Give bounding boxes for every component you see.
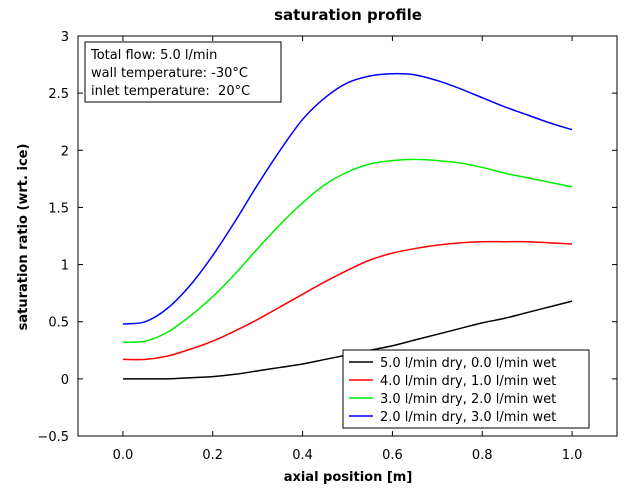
y-tick-label: 3 bbox=[61, 30, 69, 45]
y-axis-label: saturation ratio (wrt. ice) bbox=[16, 144, 31, 331]
legend-label: 4.0 l/min dry, 1.0 l/min wet bbox=[380, 374, 556, 389]
plot-frame bbox=[77, 35, 618, 437]
annotation-frame bbox=[84, 41, 282, 103]
x-tick-label: 0.4 bbox=[292, 448, 313, 463]
y-tick-label: 2.5 bbox=[48, 87, 69, 102]
legend-label: 2.0 l/min dry, 3.0 l/min wet bbox=[380, 410, 556, 425]
series-line-2 bbox=[122, 240, 573, 361]
x-tick-label: 0.2 bbox=[202, 448, 223, 463]
annotation-inlet-temperature: inlet temperature: 20°C bbox=[91, 84, 250, 99]
y-tick-label: 1 bbox=[61, 259, 69, 274]
y-tick-label: 1.5 bbox=[48, 201, 69, 216]
x-axis-label: axial position [m] bbox=[284, 470, 413, 485]
x-tick-label: 1.0 bbox=[562, 448, 583, 463]
y-tick-label: 0 bbox=[61, 373, 69, 388]
legend: 5.0 l/min dry, 0.0 l/min wet 4.0 l/min dr… bbox=[342, 349, 590, 429]
annotation-wall-temperature: wall temperature: -30°C bbox=[91, 66, 248, 81]
series-group bbox=[122, 72, 573, 380]
legend-frame bbox=[342, 349, 590, 429]
annotation-box: Total flow: 5.0 l/min wall temperature: … bbox=[84, 41, 282, 103]
annotation-total-flow: Total flow: 5.0 l/min bbox=[90, 48, 217, 63]
x-tick-label: 0.8 bbox=[472, 448, 493, 463]
chart-title: saturation profile bbox=[274, 6, 422, 24]
legend-label: 3.0 l/min dry, 2.0 l/min wet bbox=[380, 392, 556, 407]
y-axis-ticks: −0.5 0 0.5 1 1.5 2 2.5 3 bbox=[37, 30, 617, 445]
y-tick-label: 0.5 bbox=[48, 316, 69, 331]
series-line-3 bbox=[122, 158, 573, 344]
legend-label: 5.0 l/min dry, 0.0 l/min wet bbox=[380, 356, 556, 371]
series-line-4 bbox=[122, 72, 573, 325]
y-tick-label: −0.5 bbox=[37, 430, 69, 445]
x-axis-ticks: 0.0 0.2 0.4 0.6 0.8 1.0 bbox=[113, 36, 583, 463]
x-tick-label: 0.6 bbox=[382, 448, 403, 463]
y-tick-label: 2 bbox=[61, 144, 69, 159]
x-tick-label: 0.0 bbox=[113, 448, 134, 463]
